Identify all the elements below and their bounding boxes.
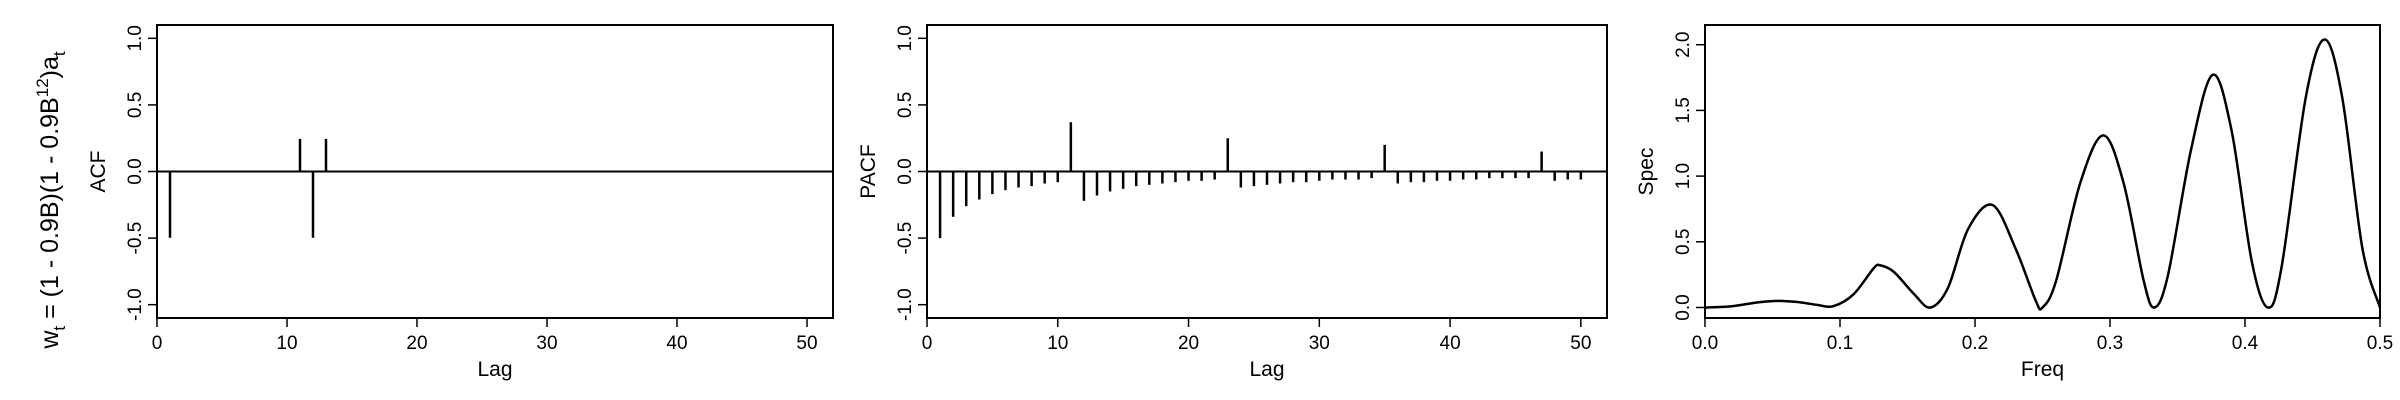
y-tick-label: -1.0 <box>125 288 146 321</box>
y-tick-label: 0.5 <box>895 92 916 118</box>
x-tick-label: 30 <box>1309 333 1330 354</box>
spec-panel: 0.0 0.1 0.2 0.3 0.4 0.5 0.0 0.5 1.0 1.5 2.0 Freq Spe… <box>1635 24 2393 381</box>
x-tick-label: 0.1 <box>1827 333 1853 354</box>
y-tick-label: -0.5 <box>895 222 916 255</box>
x-tick-label: 50 <box>796 333 817 354</box>
row-label-end: )a <box>36 56 64 78</box>
pacf-panel: 0 10 20 30 40 50 -1.0 -0.5 0.0 0.5 1.0 Lag PACF <box>857 24 1608 381</box>
row-label-w-sub: t <box>50 326 69 331</box>
spectrum-line <box>1704 38 2382 311</box>
y-axis-label: Spec <box>1635 148 1658 196</box>
x-tick-label: 0.3 <box>2097 333 2123 354</box>
x-tick-label: 50 <box>1570 333 1591 354</box>
x-tick-label: 0 <box>922 333 933 354</box>
y-tick-label: 0.5 <box>1673 229 1694 255</box>
x-tick-label: 10 <box>1047 333 1068 354</box>
x-axis-label: Freq <box>2021 358 2064 381</box>
y-tick-label: 0.0 <box>1673 294 1694 320</box>
x-tick-label: 0 <box>152 333 163 354</box>
y-axis-label: ACF <box>87 151 110 193</box>
x-tick-label: 40 <box>1440 333 1461 354</box>
x-tick-label: 40 <box>666 333 687 354</box>
y-tick-label: 0.0 <box>125 158 146 184</box>
x-tick-label: 10 <box>276 333 297 354</box>
x-axis-label: Lag <box>477 358 512 381</box>
row-label-mid: = (1 - 0.9B)(1 - 0.9B <box>36 97 64 326</box>
plot-frame <box>1704 24 2381 319</box>
acf-panel: 0 10 20 30 40 50 -1.0 -0.5 0.0 0.5 1.0 Lag ACF <box>87 24 834 381</box>
x-axis-label: Lag <box>1249 358 1284 381</box>
row-label: wt = (1 - 0.9B)(1 - 0.9B12)at <box>33 51 69 350</box>
x-tick-label: 0.0 <box>1692 333 1718 354</box>
y-tick-label: 1.0 <box>895 25 916 51</box>
x-tick-label: 20 <box>406 333 427 354</box>
row-label-exp: 12 <box>33 78 52 97</box>
y-tick-label: 1.5 <box>1673 97 1694 123</box>
y-tick-label: 0.5 <box>125 92 146 118</box>
x-tick-label: 0.4 <box>2232 333 2259 354</box>
x-tick-label: 0.5 <box>2367 333 2393 354</box>
y-tick-label: 1.0 <box>125 25 146 51</box>
y-tick-label: -1.0 <box>895 288 916 321</box>
y-tick-label: 1.0 <box>1673 163 1694 189</box>
row-label-w: w <box>36 330 64 350</box>
y-tick-label: -0.5 <box>125 222 146 255</box>
y-tick-label: 0.0 <box>895 158 916 184</box>
x-tick-label: 0.2 <box>1962 333 1988 354</box>
x-tick-label: 30 <box>536 333 557 354</box>
row-label-a-sub: t <box>50 51 69 56</box>
y-tick-label: 2.0 <box>1673 31 1694 57</box>
y-axis-label: PACF <box>857 144 880 198</box>
x-tick-label: 20 <box>1178 333 1199 354</box>
